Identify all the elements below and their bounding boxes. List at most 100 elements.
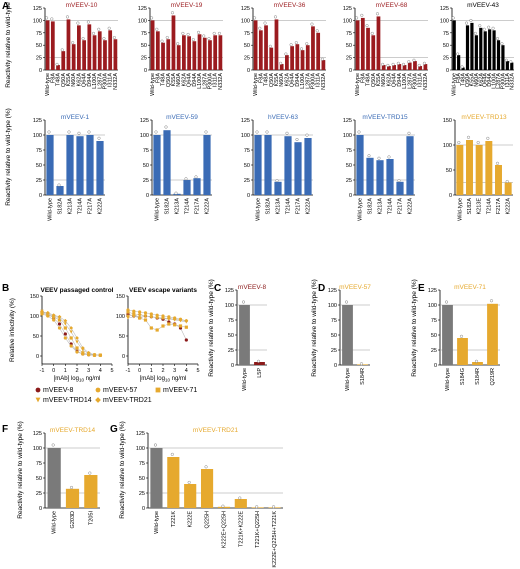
point <box>35 387 41 393</box>
data-point <box>460 65 464 69</box>
data-point <box>238 496 242 500</box>
x-tick-label: Wild-type <box>457 198 463 221</box>
bar <box>193 178 201 195</box>
y-tick-label: 75 <box>331 318 337 324</box>
point <box>69 336 73 340</box>
bar <box>150 448 163 508</box>
bar-chart-2: 0 25 50 75 100 125 mVEEV-36 Wild-type F8A T48A Q50… <box>241 2 327 96</box>
bar <box>504 182 512 195</box>
x-tick-label: Wild-type <box>150 73 156 96</box>
x-tick-label: Wild-type <box>154 511 160 534</box>
data-point <box>150 16 154 20</box>
bar <box>50 21 55 71</box>
bar <box>56 186 64 195</box>
bar <box>418 66 423 70</box>
point <box>178 318 183 322</box>
point <box>126 316 130 320</box>
data-point <box>402 62 406 66</box>
y-tick-label: 50 <box>446 168 452 174</box>
x-tick-label: K55A <box>171 73 177 87</box>
x-tick-label: Q64A <box>483 73 489 87</box>
bar-chart-0: 0 25 50 75 100 125 mVEEV-10 Wild-type F8A T48A Q50… <box>33 2 119 96</box>
x-tick-label: T48A <box>56 73 62 86</box>
bar <box>483 31 487 70</box>
y-tick-label: 100 <box>343 133 352 139</box>
bar <box>300 50 305 70</box>
y-axis-label-A-bottom: Reactivity relative to wild-type (%) <box>5 108 12 206</box>
data-point <box>500 42 504 46</box>
bar <box>108 30 113 70</box>
data-point <box>217 31 221 35</box>
data-point <box>272 505 276 509</box>
bar <box>203 135 211 195</box>
x-tick-label: D94A <box>487 73 493 87</box>
bar-chart-6: 0 25 50 75 100 125 mVEEV-59 Wild-type S182A K213A… <box>140 114 212 221</box>
point <box>126 310 130 314</box>
bar <box>305 45 310 70</box>
bar <box>202 37 207 70</box>
x-tick-label: I311A <box>505 73 511 87</box>
bar <box>153 135 161 195</box>
x-tick-label: P300A <box>310 73 316 90</box>
x-tick-label: N332A <box>509 73 515 90</box>
data-point <box>154 130 158 134</box>
data-point <box>257 359 261 363</box>
x-tick-label: F217A <box>195 198 201 215</box>
x-tick-label: T205I <box>88 511 94 526</box>
data-point <box>153 443 157 447</box>
y-tick-label: 0 <box>146 193 149 199</box>
point <box>155 315 160 320</box>
y-axis-label-C: Reactivity relative to wild-type (%) <box>208 279 215 377</box>
y-tick-label: 100 <box>116 314 125 320</box>
x-tick-label: I311A <box>213 73 219 87</box>
y-tick-label: 50 <box>443 43 449 49</box>
x-tick-label: K62A <box>76 73 82 87</box>
y-tick-label: 75 <box>36 31 42 37</box>
x-tick-label: N332A <box>423 73 429 90</box>
data-point <box>253 16 257 20</box>
x-tick-label: Wild-type <box>155 198 161 221</box>
x-tick-label: Q64A <box>187 73 193 87</box>
x-tick-label: K222A <box>306 198 312 215</box>
data-point <box>88 471 92 475</box>
data-point <box>77 131 81 135</box>
legend-label: mVEEV-TRD21 <box>103 397 152 404</box>
point <box>75 350 79 354</box>
x-tick-label: Q50A <box>371 73 377 87</box>
y-tick-label: 75 <box>36 461 42 467</box>
y-tick-label: 125 <box>440 6 449 12</box>
x-axis-label: [mAb] log10 ng/ml <box>140 376 187 383</box>
bar <box>213 35 218 70</box>
x-tick-label: Q50A <box>269 73 275 87</box>
y-tick-label: 0 <box>349 68 352 74</box>
x-tick-label: 3 <box>87 368 90 374</box>
x-tick-label: Wild-type <box>345 368 351 391</box>
data-point <box>212 31 216 35</box>
bar <box>254 135 262 195</box>
series-line <box>41 313 101 356</box>
point <box>149 326 153 330</box>
point <box>57 322 62 326</box>
bar <box>163 130 171 195</box>
data-point <box>55 62 59 66</box>
data-point <box>315 29 319 33</box>
data-point <box>365 24 369 28</box>
point <box>95 387 101 393</box>
y-tick-label: 0 <box>446 68 449 74</box>
y-tick-label: 125 <box>328 288 337 294</box>
legend-label: mVEEV-8 <box>43 387 73 394</box>
data-point <box>273 15 277 19</box>
y-tick-label: 50 <box>139 476 145 482</box>
y-tick-label: 125 <box>140 118 149 124</box>
point <box>57 318 62 322</box>
bar <box>96 141 104 195</box>
bar <box>218 35 223 70</box>
data-point <box>181 31 185 35</box>
data-point <box>170 452 174 456</box>
bar <box>274 181 282 195</box>
data-point <box>460 334 464 338</box>
bar-chart-9: 0 50 100 150 mVEEV-TRD13 Wild-type S182A K213E T… <box>443 114 513 221</box>
data-point <box>202 34 206 38</box>
y-tick-label: 75 <box>443 31 449 37</box>
data-point <box>112 36 116 40</box>
